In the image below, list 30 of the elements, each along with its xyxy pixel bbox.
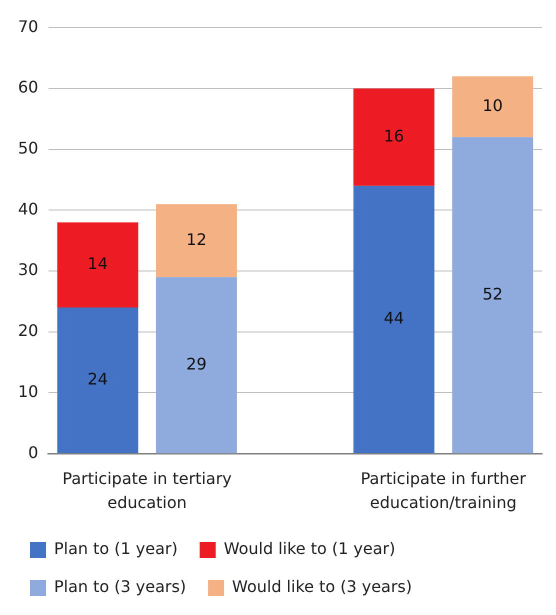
y-tick-label: 10 bbox=[18, 382, 38, 401]
y-tick-label: 50 bbox=[18, 138, 38, 158]
legend-label: Plan to (3 years) bbox=[54, 577, 186, 596]
y-tick-label: 30 bbox=[18, 260, 38, 280]
y-tick-label: 60 bbox=[18, 78, 38, 97]
y-tick-label: 20 bbox=[18, 321, 38, 340]
x-tick-label: Participate in tertiary education bbox=[62, 468, 232, 512]
legend-label: Would like to (1 year) bbox=[224, 539, 396, 558]
bar bbox=[156, 277, 237, 454]
data-label: 24 bbox=[88, 369, 108, 388]
x-tick-label: Participate in further education/training bbox=[360, 468, 526, 512]
legend-label: Plan to (1 year) bbox=[54, 539, 178, 558]
data-label: 52 bbox=[482, 284, 503, 304]
bar bbox=[57, 222, 138, 308]
y-tick-label: 40 bbox=[18, 199, 38, 218]
bar bbox=[452, 137, 534, 454]
data-label: 12 bbox=[186, 230, 207, 249]
y-tick-label: 70 bbox=[18, 16, 38, 36]
data-label: 29 bbox=[186, 354, 207, 374]
data-label: 16 bbox=[384, 126, 404, 146]
legend-label: Would like to (3 years) bbox=[232, 577, 412, 596]
bar bbox=[57, 308, 138, 454]
data-label: 44 bbox=[384, 308, 404, 328]
bar bbox=[353, 88, 434, 186]
data-label: 10 bbox=[482, 96, 503, 115]
y-tick-label: 0 bbox=[28, 442, 38, 462]
data-label: 14 bbox=[88, 254, 108, 274]
bar bbox=[353, 186, 434, 454]
bar bbox=[156, 204, 237, 278]
bar bbox=[452, 76, 534, 138]
